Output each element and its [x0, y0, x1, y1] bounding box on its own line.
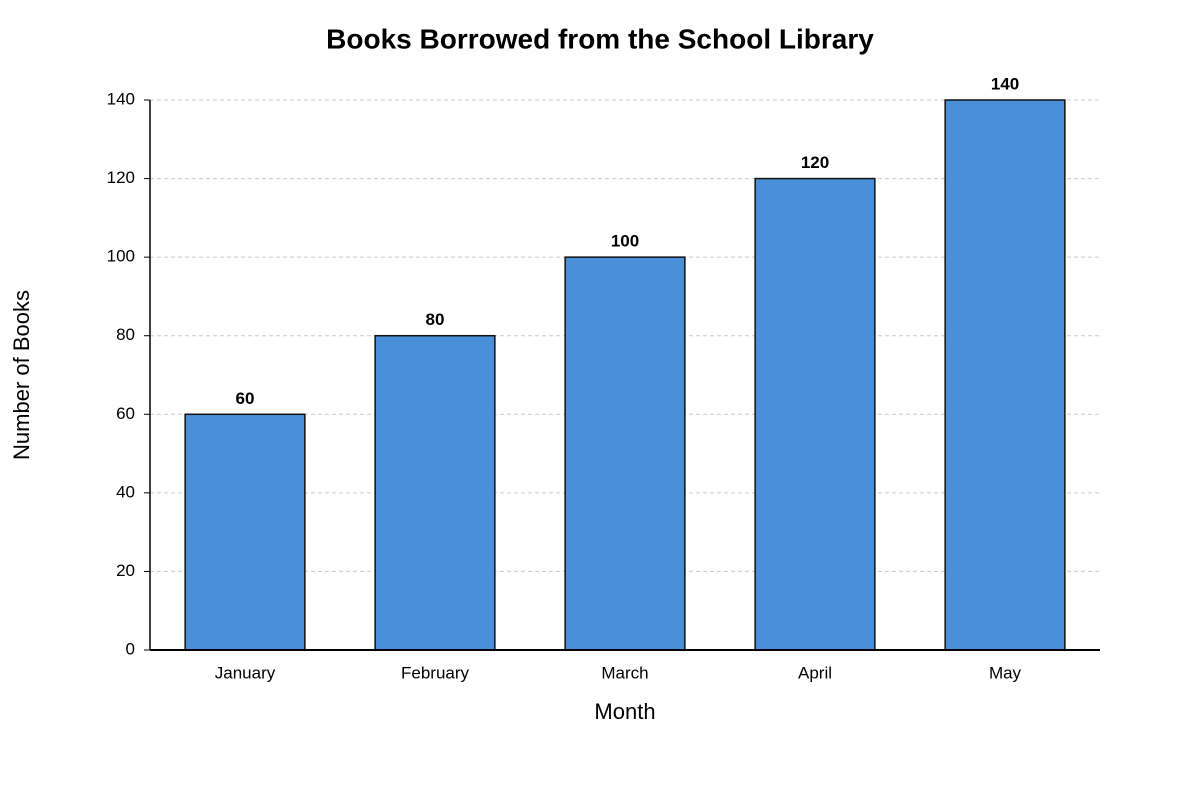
- x-tick-label: January: [215, 663, 276, 682]
- bar: [944, 99, 1066, 651]
- x-tick-label: May: [989, 663, 1022, 682]
- value-label: 120: [801, 153, 829, 172]
- value-label: 100: [611, 232, 639, 251]
- y-tick-label: 60: [116, 404, 135, 423]
- bar: [184, 413, 306, 651]
- value-label: 80: [426, 310, 445, 329]
- y-tick-label: 140: [107, 89, 135, 108]
- bar: [754, 177, 876, 651]
- chart-title: Books Borrowed from the School Library: [326, 23, 874, 54]
- x-tick-label: April: [798, 663, 832, 682]
- bar: [374, 334, 496, 651]
- y-tick-label: 100: [107, 247, 135, 266]
- y-axis-label: Number of Books: [9, 290, 34, 460]
- value-label: 140: [991, 74, 1019, 93]
- y-tick-label: 80: [116, 325, 135, 344]
- value-label: 60: [236, 389, 255, 408]
- x-axis-label: Month: [594, 699, 655, 724]
- bar: [564, 256, 686, 651]
- y-tick-label: 120: [107, 168, 135, 187]
- x-tick-label: March: [601, 663, 648, 682]
- y-tick-label: 0: [126, 639, 135, 658]
- x-tick-label: February: [401, 663, 470, 682]
- y-tick-label: 40: [116, 482, 135, 501]
- y-tick-label: 20: [116, 561, 135, 580]
